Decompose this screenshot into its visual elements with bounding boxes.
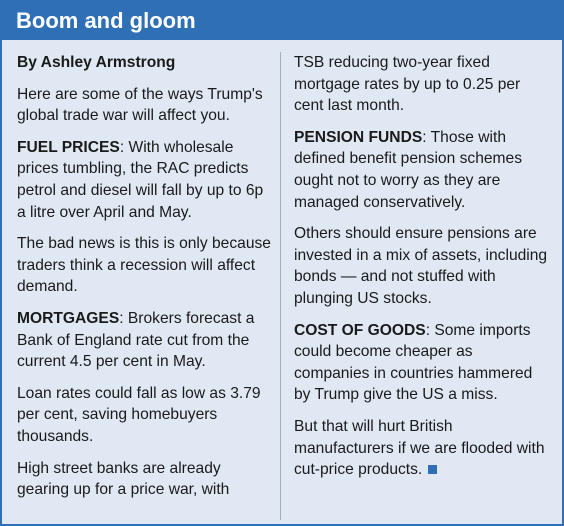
paragraph-lead: COST OF GOODS (294, 321, 426, 339)
right-column: TSB reducing two-year fixed mortgage rat… (294, 52, 548, 491)
paragraph: But that will hurt British manufacturers… (294, 416, 548, 481)
paragraph: Here are some of the ways Trump's global… (17, 84, 271, 127)
paragraph: PENSION FUNDS: Those with defined benefi… (294, 127, 548, 213)
paragraph-text: : Some imports could become cheaper as c… (294, 321, 533, 404)
paragraph: Others should ensure pensions are invest… (294, 223, 548, 309)
paragraph-text: : Those with defined benefit pension sch… (294, 128, 522, 211)
paragraph-text: : With wholesale prices tumbling, the RA… (17, 138, 264, 221)
paragraph-text: : Brokers forecast a Bank of England rat… (17, 309, 255, 371)
paragraph: High street banks are already gearing up… (17, 458, 271, 501)
paragraph-text: TSB reducing two-year fixed mortgage rat… (294, 54, 521, 115)
paragraph: COST OF GOODS: Some imports could become… (294, 320, 548, 406)
end-mark (428, 465, 438, 475)
paragraph-text: Loan rates could fall as low as 3.79 per… (17, 384, 261, 445)
paragraph: TSB reducing two-year fixed mortgage rat… (294, 52, 548, 117)
paragraph: Loan rates could fall as low as 3.79 per… (17, 383, 271, 448)
paragraph-text: Others should ensure pensions are invest… (294, 225, 548, 307)
column-divider (280, 52, 281, 520)
paragraph-text: But that will hurt British manufacturers… (294, 417, 545, 479)
left-column: By Ashley Armstrong Here are some of the… (17, 52, 271, 511)
paragraph: FUEL PRICES: With wholesale prices tumbl… (17, 137, 271, 223)
byline: By Ashley Armstrong (17, 54, 176, 71)
paragraph-lead: MORTGAGES (17, 309, 120, 327)
header-title: Boom and gloom (2, 2, 562, 40)
paragraph-text: The bad news is this is only because tra… (17, 235, 271, 296)
paragraph: MORTGAGES: Brokers forecast a Bank of En… (17, 308, 271, 373)
paragraph-text: High street banks are already gearing up… (17, 459, 230, 499)
paragraph-lead: FUEL PRICES (17, 138, 120, 156)
paragraph-lead: PENSION FUNDS (294, 128, 423, 146)
paragraph-text: Here are some of the ways Trump's global… (17, 85, 263, 125)
paragraph: The bad news is this is only because tra… (17, 233, 271, 298)
